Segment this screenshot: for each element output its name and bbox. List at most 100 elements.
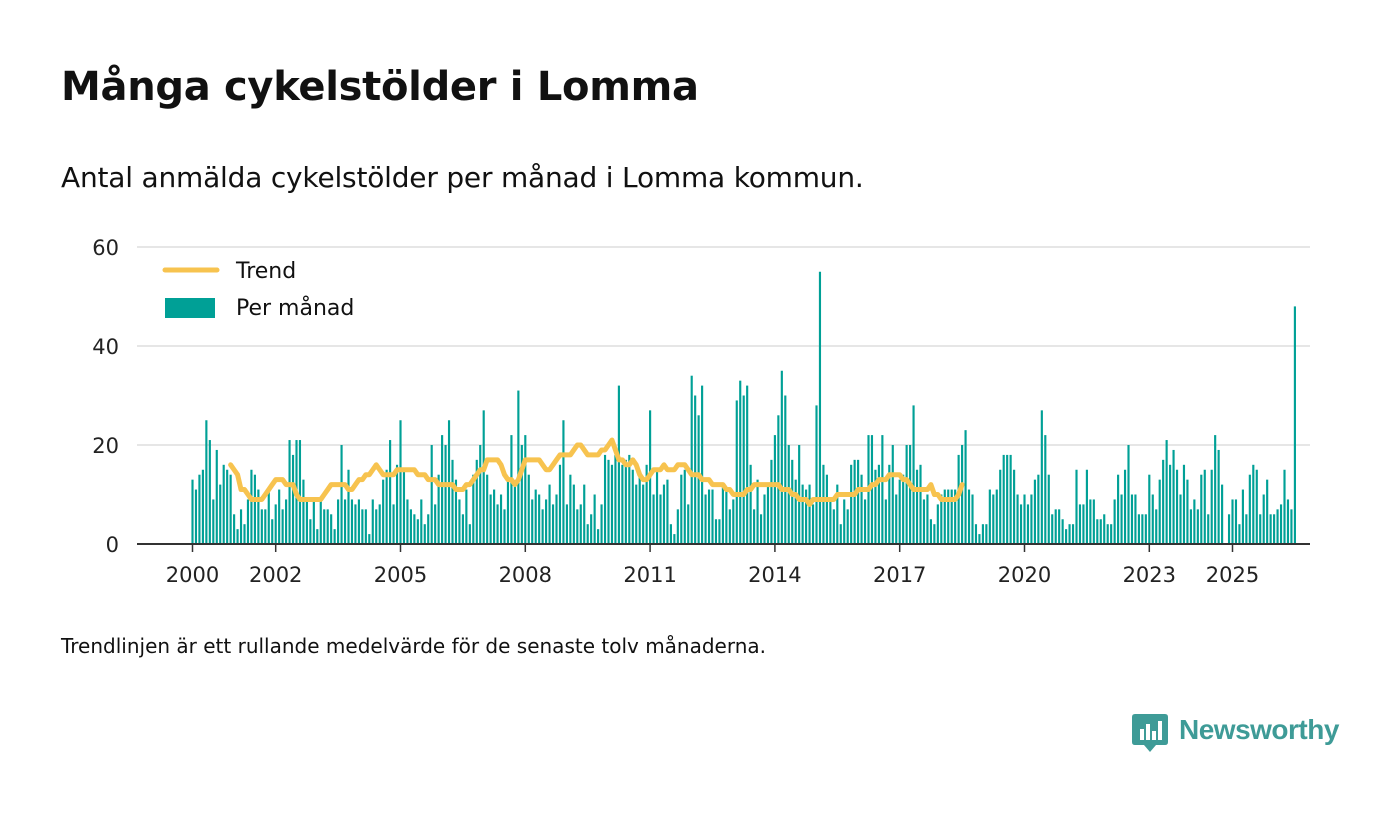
monthly-bar [354, 504, 357, 544]
monthly-bar [271, 519, 274, 544]
monthly-bar [274, 504, 277, 544]
monthly-bar [822, 464, 825, 544]
monthly-bar [1120, 494, 1123, 544]
monthly-bar [621, 464, 624, 544]
monthly-bar [454, 479, 458, 544]
monthly-bar [1037, 474, 1040, 544]
chart: 0 20 40 60 2000 2002 2005 2008 2011 2014 2017 2020… [92, 236, 1310, 587]
monthly-bar [343, 499, 347, 544]
monthly-bar [1002, 454, 1005, 544]
monthly-bar [219, 484, 222, 544]
monthly-bar [472, 474, 475, 544]
monthly-bar [326, 509, 329, 544]
monthly-bar [312, 499, 315, 544]
monthly-bar [340, 445, 343, 544]
monthly-bar [319, 499, 322, 544]
monthly-bar [260, 509, 263, 544]
monthly-bar [378, 504, 381, 544]
x-tick-label: 2017 [873, 563, 926, 587]
monthly-bar [995, 489, 998, 544]
monthly-bar [406, 499, 409, 544]
monthly-bar [836, 484, 839, 544]
monthly-bar [971, 494, 974, 544]
y-axis-ticks: 0 20 40 60 [92, 236, 119, 557]
monthly-bar [728, 509, 731, 544]
monthly-bar [243, 524, 246, 544]
monthly-bar [929, 519, 932, 544]
monthly-bar [843, 499, 846, 544]
monthly-bar [1238, 524, 1241, 544]
monthly-bar [860, 474, 863, 544]
monthly-bar [395, 464, 399, 544]
monthly-bar [1162, 459, 1165, 544]
monthly-bar [201, 469, 204, 544]
monthly-bar [808, 484, 811, 544]
monthly-bar [825, 474, 828, 544]
monthly-bar [285, 499, 288, 544]
monthly-bar [576, 509, 579, 544]
monthly-bar [389, 440, 392, 544]
monthly-bar [409, 509, 412, 544]
monthly-bar [382, 479, 385, 544]
monthly-bar [1231, 499, 1234, 544]
monthly-bar [773, 435, 776, 544]
newsworthy-brand[interactable]: Newsworthy [1132, 712, 1342, 756]
monthly-bar [933, 524, 936, 544]
monthly-bar [992, 494, 995, 544]
monthly-bar [333, 529, 336, 544]
monthly-bar [496, 504, 499, 544]
monthly-bar [1245, 514, 1248, 544]
monthly-bar [385, 469, 388, 544]
monthly-bar [1221, 484, 1224, 544]
monthly-bar [534, 489, 537, 544]
monthly-bar [1026, 504, 1030, 544]
monthly-bar [1158, 479, 1161, 544]
monthly-bar [250, 469, 253, 544]
monthly-bar [191, 479, 194, 544]
monthly-bar [1078, 504, 1082, 544]
monthly-bar [572, 484, 575, 544]
monthly-bar [662, 484, 666, 544]
monthly-bar [610, 464, 614, 544]
monthly-bar [451, 459, 454, 544]
x-tick-label: 2002 [249, 563, 302, 587]
monthly-bar [486, 474, 489, 544]
monthly-bar [347, 469, 350, 544]
monthly-bar [787, 445, 790, 544]
monthly-bar [198, 474, 201, 544]
monthly-bar [1016, 494, 1019, 544]
monthly-bar [961, 445, 964, 544]
monthly-bar [1127, 445, 1130, 544]
monthly-bar [718, 519, 721, 544]
monthly-bar [666, 479, 669, 544]
monthly-bar [461, 514, 464, 544]
monthly-bar [1193, 499, 1196, 544]
monthly-bar [1227, 514, 1231, 544]
monthly-bar [513, 484, 516, 544]
monthly-bar [427, 514, 430, 544]
monthly-bar [617, 385, 620, 544]
x-tick-label: 2011 [623, 563, 676, 587]
x-tick-label: 2023 [1123, 563, 1176, 587]
monthly-bar [603, 454, 607, 544]
monthly-bar [479, 445, 482, 544]
monthly-bar [794, 479, 797, 544]
monthly-bar [434, 504, 437, 544]
monthly-bar [562, 420, 565, 544]
monthly-bar [1033, 479, 1036, 544]
monthly-bar [1068, 524, 1071, 544]
y-tick-label: 20 [92, 434, 119, 458]
monthly-bar [1013, 469, 1016, 544]
monthly-bar [475, 459, 478, 544]
legend-bar-label: Per månad [236, 295, 354, 321]
monthly-bar [974, 524, 978, 544]
monthly-bar [420, 499, 423, 544]
monthly-bar [735, 400, 738, 544]
monthly-bar [1234, 499, 1238, 544]
legend-bar-swatch [165, 298, 215, 318]
monthly-bar [798, 445, 801, 544]
monthly-bar [1182, 464, 1186, 544]
monthly-bar [811, 504, 815, 544]
monthly-bar [683, 469, 686, 544]
monthly-bar [1214, 435, 1217, 544]
